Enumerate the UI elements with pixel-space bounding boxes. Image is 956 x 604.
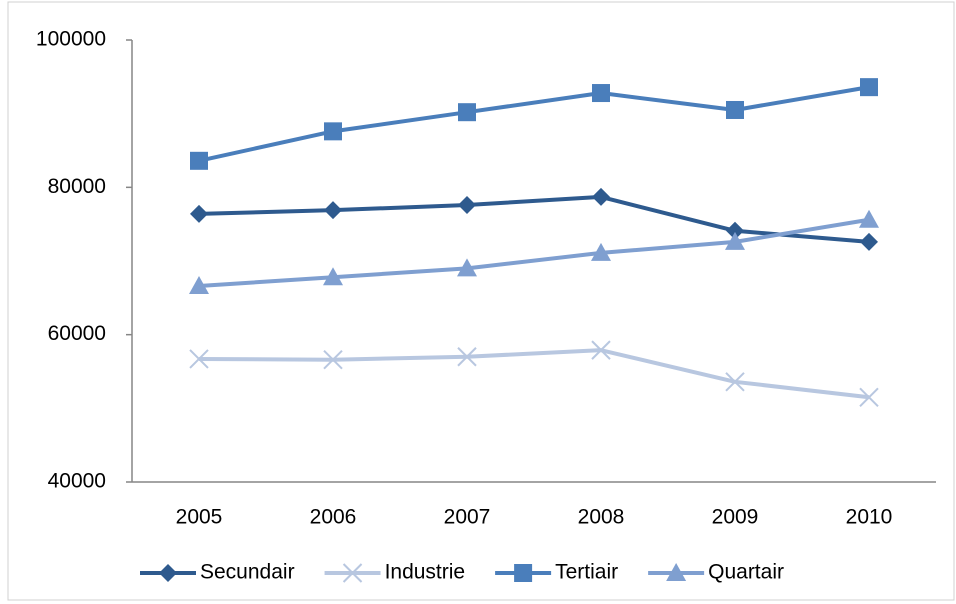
- legend-item: Quartair: [648, 561, 784, 584]
- data-point: [859, 387, 879, 407]
- data-point: [591, 340, 611, 360]
- data-point: [190, 204, 208, 223]
- x-tick-label: 2006: [310, 506, 357, 529]
- data-point: [324, 201, 342, 220]
- data-point: [457, 258, 477, 277]
- series-line: [198, 348, 870, 400]
- legend-item: Tertiair: [495, 561, 618, 584]
- data-point: [458, 196, 476, 215]
- data-point: [189, 349, 209, 369]
- data-point: [859, 209, 879, 228]
- legend-marker: [159, 564, 177, 582]
- legend-item: Industrie: [324, 561, 466, 584]
- x-tick-label: 2009: [712, 506, 759, 529]
- x-tick-label: 2007: [444, 506, 491, 529]
- y-tick-label: 60000: [48, 322, 106, 345]
- data-point: [324, 122, 342, 141]
- data-point: [591, 242, 611, 261]
- series-line: [198, 194, 870, 244]
- data-point: [190, 151, 208, 170]
- data-point: [592, 84, 610, 103]
- data-point: [323, 267, 343, 286]
- data-point: [860, 232, 878, 251]
- y-tick-label: 100000: [36, 28, 106, 51]
- legend-marker: [666, 563, 687, 581]
- x-tick-label: 2010: [846, 506, 893, 529]
- data-point: [592, 187, 610, 206]
- data-point: [726, 221, 744, 240]
- legend-item: Secundair: [140, 561, 295, 584]
- data-point: [860, 78, 878, 97]
- legend-marker: [342, 563, 363, 583]
- legend-label: Quartair: [708, 561, 784, 584]
- data-point: [323, 350, 343, 370]
- y-tick-label: 80000: [48, 175, 106, 198]
- x-tick-label: 2008: [578, 506, 625, 529]
- data-point: [458, 103, 476, 122]
- data-point: [726, 100, 744, 119]
- legend-label: Secundair: [200, 561, 295, 584]
- data-point: [457, 347, 477, 367]
- data-point: [725, 231, 745, 250]
- legend-label: Industrie: [385, 561, 466, 584]
- data-point: [725, 372, 745, 392]
- legend-marker: [514, 564, 533, 582]
- data-point: [189, 276, 209, 295]
- legend-label: Tertiair: [555, 561, 618, 584]
- x-tick-label: 2005: [176, 506, 223, 529]
- chart-frame: [7, 1, 955, 601]
- series-line: [198, 217, 870, 289]
- series-line: [198, 85, 870, 163]
- y-tick-label: 40000: [48, 470, 106, 493]
